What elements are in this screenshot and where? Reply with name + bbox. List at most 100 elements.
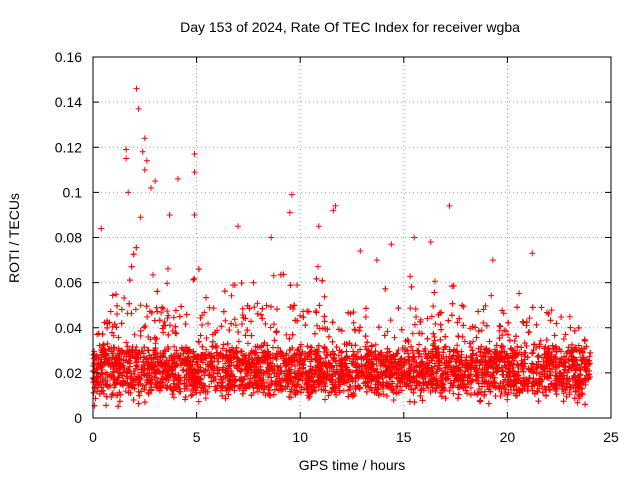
data-point <box>159 325 166 332</box>
data-point <box>388 359 395 366</box>
data-point <box>478 375 485 382</box>
data-point <box>341 380 348 387</box>
data-point <box>553 364 560 371</box>
data-point <box>134 351 141 358</box>
data-point <box>356 384 363 391</box>
data-point <box>222 317 229 324</box>
data-point <box>167 322 174 329</box>
data-point <box>105 346 112 353</box>
data-point <box>146 364 153 371</box>
data-point <box>297 389 304 396</box>
data-point <box>120 357 127 364</box>
data-point <box>113 310 120 317</box>
data-point <box>117 391 124 398</box>
data-point <box>532 378 539 385</box>
data-point <box>328 372 335 379</box>
data-point <box>408 283 415 290</box>
data-point <box>531 341 538 348</box>
data-point <box>163 375 170 382</box>
data-point <box>330 384 337 391</box>
data-point <box>463 354 470 361</box>
data-point <box>256 374 263 381</box>
data-point <box>351 326 358 333</box>
data-point <box>235 338 242 345</box>
data-point <box>165 331 172 338</box>
data-point <box>147 336 154 343</box>
data-point <box>143 382 150 388</box>
data-point <box>496 322 503 329</box>
data-point <box>124 310 131 317</box>
data-point <box>518 362 525 369</box>
data-point <box>454 319 461 326</box>
data-point <box>182 394 189 401</box>
data-point <box>111 347 118 354</box>
data-point <box>391 334 398 341</box>
data-point <box>568 349 575 356</box>
data-point <box>424 381 431 388</box>
data-point <box>467 372 474 379</box>
data-point <box>170 394 177 401</box>
data-point <box>537 364 544 371</box>
data-point <box>578 377 585 384</box>
data-point <box>454 342 461 349</box>
data-point <box>271 386 278 393</box>
data-point <box>409 375 416 382</box>
data-point <box>307 363 314 370</box>
data-point <box>456 374 463 381</box>
data-point <box>505 331 512 338</box>
data-point <box>418 359 425 366</box>
data-point <box>195 398 202 405</box>
data-point <box>338 327 345 334</box>
data-point <box>379 358 386 365</box>
data-point <box>165 345 172 352</box>
data-point <box>189 349 196 356</box>
data-point <box>216 352 223 359</box>
data-point <box>123 339 130 346</box>
data-point <box>218 323 225 330</box>
data-point <box>572 377 579 384</box>
data-point <box>431 360 438 367</box>
data-point <box>103 393 110 400</box>
data-point <box>449 382 456 389</box>
data-point <box>90 389 97 396</box>
data-point <box>262 320 269 327</box>
data-point <box>176 313 183 320</box>
data-point <box>298 384 305 391</box>
data-point <box>506 337 513 344</box>
data-point <box>259 349 266 356</box>
data-point <box>199 343 206 350</box>
data-point <box>261 386 268 393</box>
data-point <box>455 333 462 340</box>
data-point <box>563 383 570 390</box>
data-point <box>236 385 243 392</box>
data-point <box>407 382 414 389</box>
data-point <box>311 330 318 337</box>
data-point <box>477 359 484 366</box>
data-point <box>542 361 549 368</box>
data-point <box>121 294 128 301</box>
data-point <box>294 381 301 388</box>
data-point <box>131 370 138 377</box>
data-point <box>535 352 542 359</box>
data-point <box>446 353 453 360</box>
data-point <box>144 313 151 320</box>
data-point <box>529 304 536 311</box>
data-point <box>345 372 352 379</box>
data-point <box>190 386 197 393</box>
data-point <box>418 387 425 394</box>
data-point <box>163 385 170 392</box>
data-point <box>587 349 594 356</box>
data-point <box>160 329 167 336</box>
data-point <box>482 302 489 309</box>
data-point <box>133 344 140 351</box>
data-point <box>145 389 152 396</box>
data-point <box>545 375 552 382</box>
data-point <box>437 372 444 379</box>
data-point <box>321 344 328 351</box>
data-point <box>498 388 505 395</box>
data-point <box>528 383 535 390</box>
data-point <box>238 280 245 287</box>
data-point <box>109 391 116 398</box>
data-point <box>231 281 238 288</box>
data-point <box>524 387 531 394</box>
